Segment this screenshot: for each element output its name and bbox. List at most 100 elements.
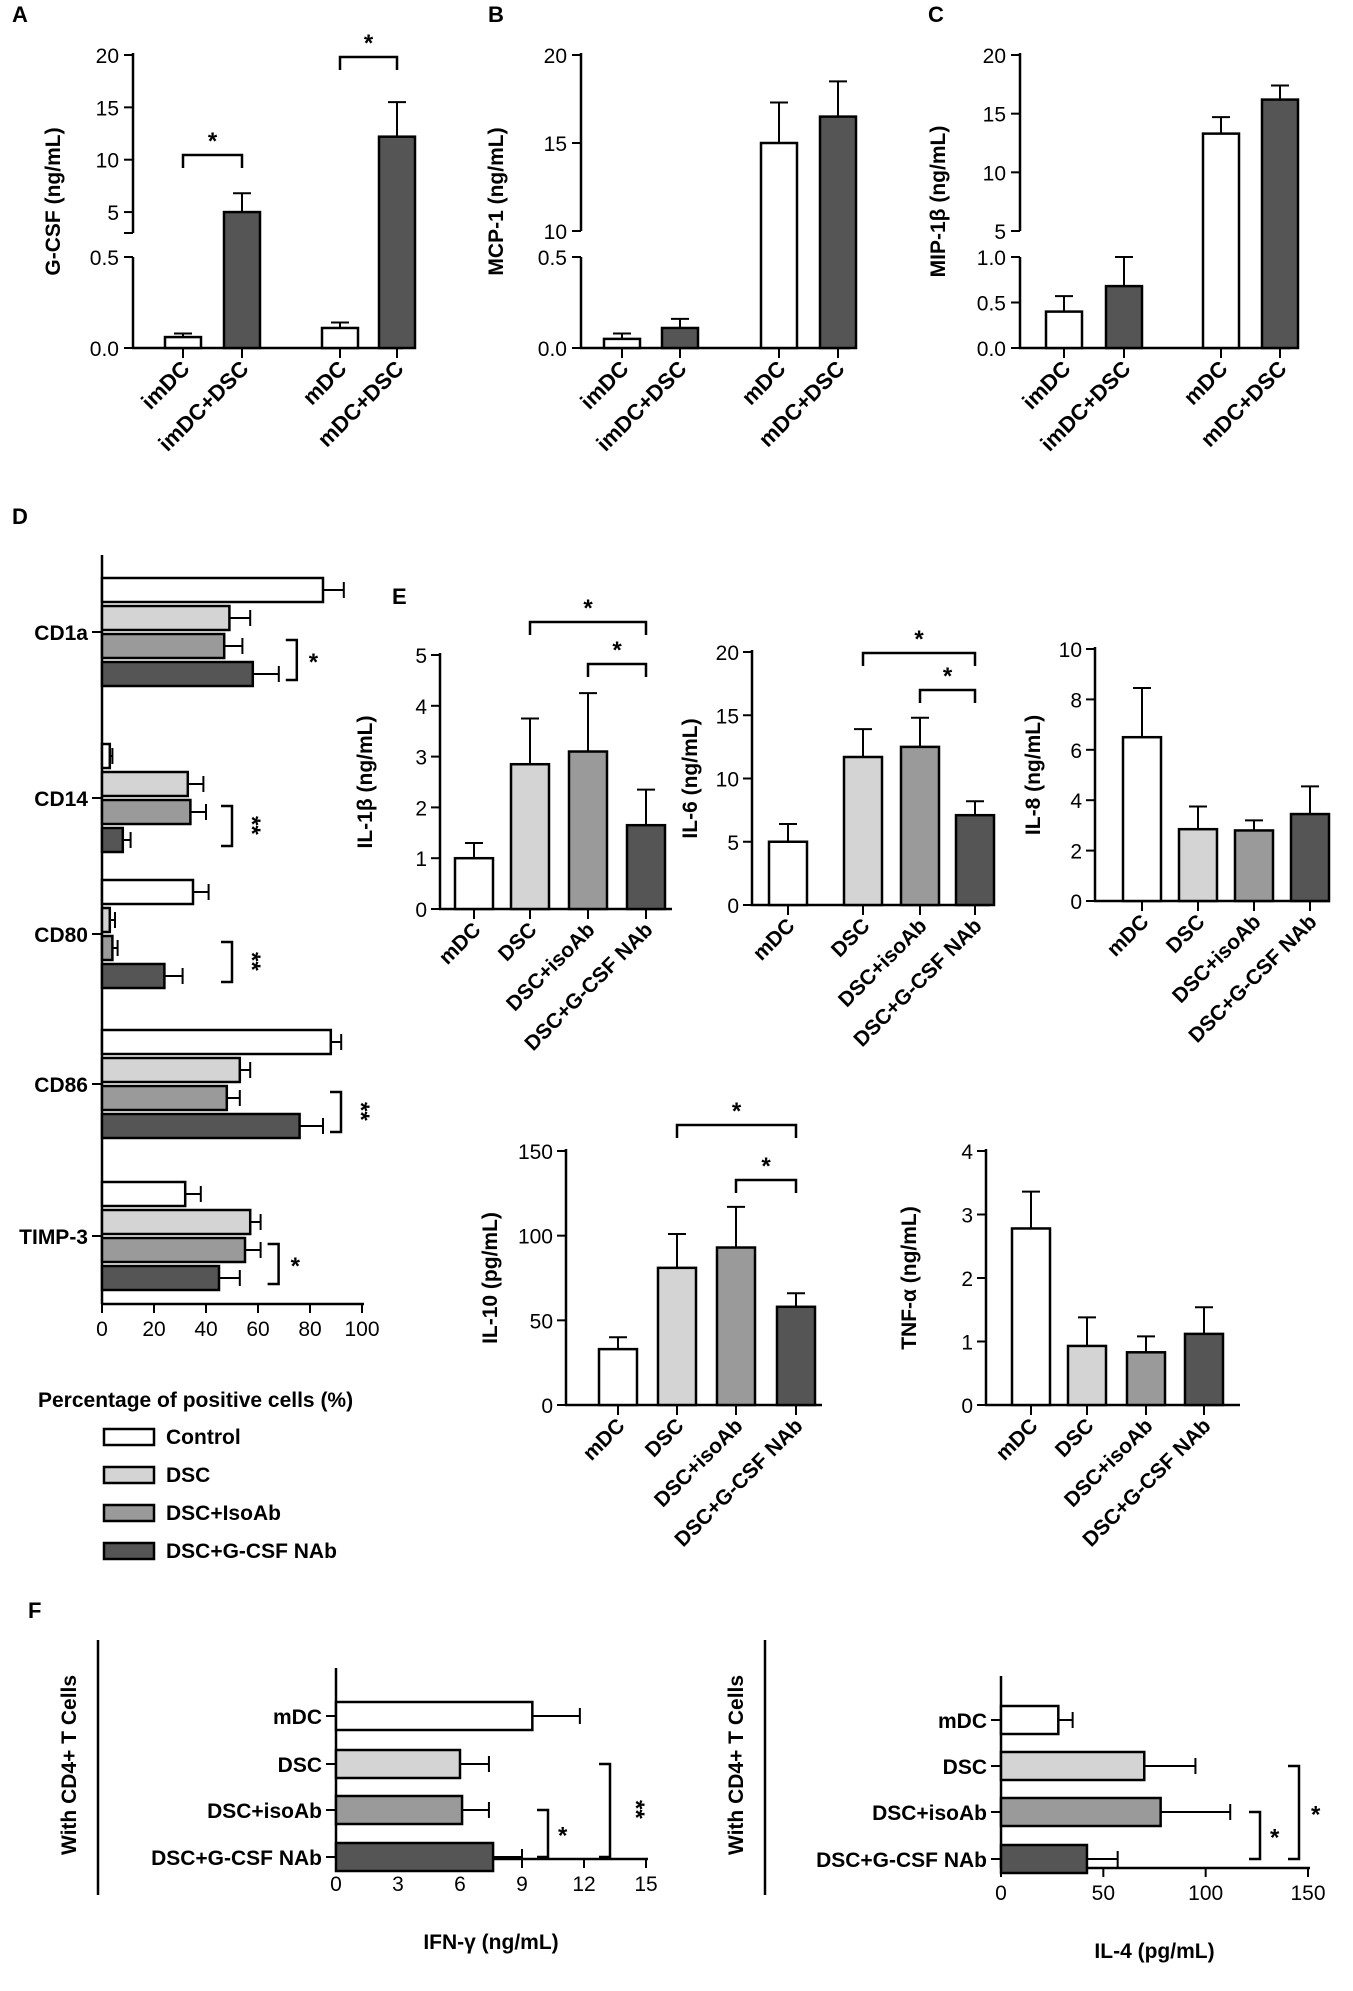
bar bbox=[100, 770, 190, 798]
error-bar bbox=[1212, 116, 1230, 134]
y-tick-label: 0 bbox=[1070, 891, 1082, 914]
significance-bracket bbox=[221, 804, 234, 848]
y-tick-label: 1 bbox=[961, 1332, 973, 1355]
bar bbox=[100, 934, 114, 962]
error-bar bbox=[1245, 819, 1263, 831]
error-bar bbox=[779, 823, 797, 842]
bar bbox=[656, 1266, 698, 1407]
bar bbox=[320, 326, 360, 350]
sig-e4-2-label: * bbox=[761, 1153, 771, 1180]
bar bbox=[1177, 827, 1219, 903]
error-bar bbox=[521, 717, 539, 765]
bar bbox=[1121, 735, 1163, 903]
error-bar bbox=[112, 940, 119, 956]
error-bar bbox=[911, 716, 929, 747]
sig-f1-1-bracket bbox=[537, 1808, 550, 1859]
y-axis-label: IL-6 (ng/mL) bbox=[679, 718, 702, 838]
bar bbox=[100, 798, 192, 826]
y-tick-label: 10 bbox=[1059, 639, 1082, 662]
error-bar bbox=[668, 1232, 686, 1268]
bar bbox=[100, 742, 112, 770]
error-bar bbox=[493, 1849, 523, 1865]
sig-e1-2-label: * bbox=[612, 637, 622, 664]
y-tick-label: 4 bbox=[1070, 790, 1082, 813]
category-label: CD80 bbox=[34, 924, 88, 947]
x-tick-label: DSC bbox=[641, 1414, 689, 1462]
legend-swatch-dsc-gcsf-nab bbox=[102, 1541, 156, 1561]
x-tick-label: 20 bbox=[142, 1318, 165, 1341]
bar bbox=[1233, 829, 1275, 903]
y-tick-label: 4 bbox=[415, 696, 427, 719]
sig-e1-1-bracket bbox=[528, 620, 648, 635]
error-bar bbox=[331, 321, 349, 328]
error-bar bbox=[109, 748, 114, 764]
error-bar bbox=[299, 1118, 324, 1134]
sig-e1-1-label: * bbox=[583, 595, 593, 622]
y-tick-label: 4 bbox=[961, 1141, 973, 1164]
bar bbox=[597, 1347, 639, 1407]
bar bbox=[899, 745, 941, 907]
bar bbox=[818, 115, 858, 350]
bar bbox=[767, 840, 809, 907]
error-bar bbox=[226, 1090, 241, 1106]
y-tick-label: 0.0 bbox=[90, 338, 119, 361]
y-axis-label: MCP-1 (ng/mL) bbox=[485, 127, 508, 275]
bar bbox=[660, 326, 700, 350]
x-tick-label: mDC bbox=[435, 918, 486, 969]
panel-label-e: E bbox=[392, 584, 407, 609]
error-bar bbox=[1144, 1758, 1197, 1774]
bar bbox=[100, 826, 125, 854]
sig-f2-2-bracket bbox=[1288, 1764, 1301, 1861]
y-tick-label: 1 bbox=[415, 848, 427, 871]
bar bbox=[100, 1112, 301, 1140]
sig-f2-1-label: * bbox=[1270, 1825, 1280, 1852]
y-tick-label: 0.5 bbox=[977, 293, 1006, 316]
x-tick-label: mDC bbox=[737, 356, 791, 410]
error-bar bbox=[671, 317, 689, 328]
x-tick-label: 3 bbox=[392, 1873, 404, 1896]
error-bar bbox=[233, 192, 251, 213]
group-title: With CD4+ T Cells bbox=[58, 1675, 81, 1855]
x-axis-label: IFN-γ (ng/mL) bbox=[423, 1931, 558, 1954]
bar bbox=[1289, 812, 1331, 903]
sig-f2-1-bracket bbox=[1249, 1810, 1262, 1861]
bar bbox=[334, 1794, 464, 1826]
bar bbox=[100, 1180, 187, 1208]
y-tick-label: 2 bbox=[415, 797, 427, 820]
error-bar bbox=[1058, 1712, 1074, 1728]
legend-label-dsc: DSC bbox=[166, 1464, 210, 1487]
error-bar bbox=[330, 1034, 343, 1050]
x-tick-label: 60 bbox=[246, 1318, 269, 1341]
error-bar bbox=[1086, 1851, 1119, 1867]
y-axis-label: G-CSF (ng/mL) bbox=[42, 127, 65, 275]
error-bar bbox=[174, 332, 192, 338]
bar bbox=[100, 660, 255, 688]
x-tick-label: 15 bbox=[634, 1873, 657, 1896]
x-tick-label: 50 bbox=[1092, 1882, 1115, 1905]
category-label: CD14 bbox=[34, 788, 88, 811]
category-label: DSC+G-CSF NAb bbox=[816, 1849, 987, 1872]
bar bbox=[334, 1700, 534, 1732]
y-tick-label: 15 bbox=[983, 104, 1006, 127]
bar bbox=[100, 962, 166, 990]
significance-label: * bbox=[291, 1253, 301, 1280]
y-tick-label: 0.0 bbox=[977, 338, 1006, 361]
bar bbox=[999, 1843, 1089, 1875]
sig-e2-2-label: * bbox=[943, 663, 953, 690]
error-bar bbox=[462, 1802, 490, 1818]
bar bbox=[1044, 310, 1084, 350]
sig-e2-1-label: * bbox=[914, 626, 924, 653]
error-bar bbox=[219, 1270, 241, 1286]
error-bar bbox=[609, 1336, 627, 1350]
panel-label-f: F bbox=[28, 1598, 41, 1623]
legend-label-dsc-isoab: DSC+IsoAb bbox=[166, 1502, 281, 1525]
panel-label-a: A bbox=[12, 2, 28, 27]
sig-e1-2-bracket bbox=[586, 662, 648, 677]
bar bbox=[100, 1056, 242, 1084]
bar bbox=[100, 576, 325, 604]
